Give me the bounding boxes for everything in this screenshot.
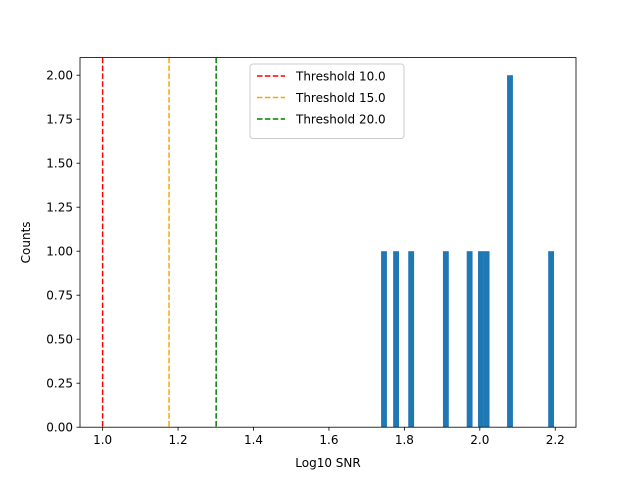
- x-tick-label: 1.2: [169, 433, 188, 447]
- histogram-bar: [466, 251, 473, 428]
- legend-label: Threshold 15.0: [295, 91, 386, 105]
- y-tick-label: 0.50: [46, 333, 73, 347]
- x-tick-label: 1.4: [244, 433, 263, 447]
- histogram-bar: [507, 75, 513, 428]
- x-tick-label: 2.0: [470, 433, 489, 447]
- legend-label: Threshold 10.0: [295, 69, 386, 83]
- y-tick-label: 0.25: [46, 377, 73, 391]
- bars-group: [381, 75, 555, 428]
- y-tick-label: 0.00: [46, 421, 73, 435]
- y-tick-label: 1.25: [46, 201, 73, 215]
- y-tick-label: 1.50: [46, 157, 73, 171]
- y-tick-label: 2.00: [46, 69, 73, 83]
- x-axis-title: Log10 SNR: [295, 456, 360, 470]
- x-tick-label: 1.8: [395, 433, 414, 447]
- y-tick-label: 1.00: [46, 245, 73, 259]
- x-tick-label: 1.6: [319, 433, 338, 447]
- legend-box: [249, 63, 405, 139]
- histogram-bar: [478, 251, 484, 428]
- threshold-lines-group: [101, 57, 217, 428]
- histogram-bar: [393, 251, 400, 428]
- y-tick-label: 1.75: [46, 113, 73, 127]
- histogram-bar: [381, 251, 387, 428]
- histogram-bar: [483, 251, 490, 428]
- y-tick-label: 0.75: [46, 289, 73, 303]
- histogram-bar: [442, 251, 449, 428]
- legend-label: Threshold 20.0: [295, 112, 386, 126]
- y-axis-title: Counts: [19, 221, 33, 263]
- x-tick-label: 1.0: [93, 433, 112, 447]
- y-axis-ticks: 0.00 0.25 0.50 0.75 1.00 1.25 1.50 1.75 2.00: [46, 69, 80, 435]
- histogram-bar: [408, 251, 415, 428]
- x-tick-label: 2.2: [546, 433, 565, 447]
- plot-frame: [79, 57, 577, 428]
- x-axis-ticks: 1.0 1.2 1.4 1.6 1.8 2.0 2.2: [93, 427, 565, 447]
- legend: Threshold 10.0 Threshold 15.0 Threshold 20…: [249, 63, 405, 139]
- histogram-bar: [548, 251, 555, 428]
